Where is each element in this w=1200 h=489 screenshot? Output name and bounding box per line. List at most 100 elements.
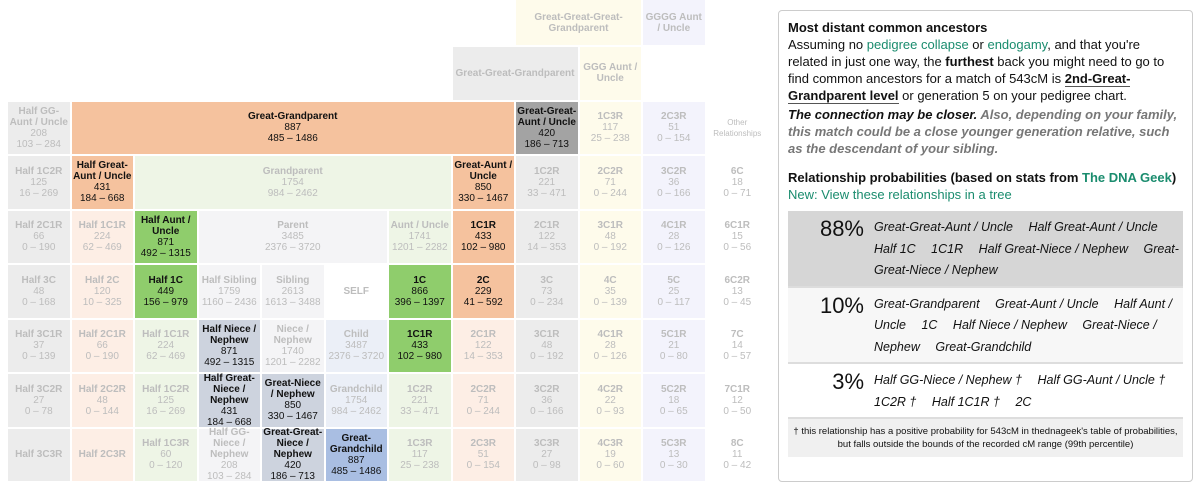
relationship-cell[interactable]: 7C1R 12 0 – 50: [706, 374, 768, 427]
relationship-cell[interactable]: 5C 25 0 – 117: [643, 265, 705, 318]
cell-avg: 850: [284, 400, 302, 412]
cell-name: Great-Great-Grandparent: [455, 67, 575, 79]
probability-relationship: 1C: [921, 318, 938, 332]
relationship-cell[interactable]: 3C1R 48 0 – 192: [516, 319, 578, 372]
cell-name: 1C1R: [470, 220, 497, 232]
relationship-cell[interactable]: 2C1R 122 14 – 353: [452, 319, 514, 372]
relationship-cell[interactable]: 1C1R 433 102 – 980: [389, 319, 451, 372]
relationship-cell[interactable]: 3C2R 36 0 – 166: [516, 374, 578, 427]
relationship-cell[interactable]: 2C2R 71 0 – 244: [579, 156, 641, 209]
relationship-cell[interactable]: 2C3R 51 0 – 154: [452, 428, 514, 481]
relationship-cell[interactable]: 1C3R 117 25 – 238: [579, 101, 641, 154]
relationship-cell[interactable]: Half 1C3R 60 0 – 120: [135, 428, 197, 481]
relationship-cell[interactable]: 4C1R 28 0 – 126: [579, 319, 641, 372]
dna-geek-link[interactable]: The DNA Geek: [1082, 170, 1172, 185]
relationship-cell[interactable]: Half 3C3R: [8, 428, 70, 481]
cell-name: 5C: [667, 274, 681, 286]
relationship-cell[interactable]: Great-Niece / Nephew 850 330 – 1467: [262, 374, 324, 427]
relationship-cell[interactable]: 1C3R 117 25 – 238: [389, 428, 451, 481]
relationship-cell[interactable]: Grandparent 1754 984 – 2462: [135, 156, 451, 209]
relationship-cell[interactable]: Great-Great-Aunt / Uncle 420 186 – 713: [516, 101, 578, 154]
relationship-cell[interactable]: Sibling 2613 1613 – 3488: [262, 265, 324, 318]
cell-range: 0 – 139: [22, 351, 56, 363]
relationship-cell[interactable]: 3C 73 0 – 234: [516, 265, 578, 318]
relationship-cell[interactable]: 3C2R 36 0 – 166: [643, 156, 705, 209]
relationship-cell[interactable]: Niece / Nephew 1740 1201 – 2282: [262, 319, 324, 372]
relationship-cell[interactable]: SELF: [325, 265, 387, 318]
relationship-cell[interactable]: 2C2R 71 0 – 244: [452, 374, 514, 427]
relationship-cell[interactable]: Half Great-Aunt / Uncle 431 184 – 668: [71, 156, 133, 209]
endogamy-link[interactable]: endogamy: [987, 37, 1048, 52]
relationship-cell[interactable]: Half Aunt / Uncle 871 492 – 1315: [135, 210, 197, 263]
relationship-cell[interactable]: Half Great-Niece / Nephew 431 184 – 668: [198, 373, 260, 428]
relationship-cell[interactable]: 6C1R 15 0 – 56: [706, 210, 768, 263]
relationship-cell[interactable]: Half 2C2R 48 0 – 144: [71, 374, 133, 427]
footnote: † this relationship has a positive proba…: [788, 417, 1183, 457]
relationship-cell[interactable]: Half 2C3R: [71, 428, 133, 481]
cell-avg: 37: [33, 340, 45, 352]
relationship-cell[interactable]: Half 2C1R 66 0 – 190: [71, 319, 133, 372]
relationship-cell[interactable]: Half 2C 120 10 – 325: [71, 265, 133, 318]
cell-avg: 871: [220, 345, 238, 357]
relationship-cell[interactable]: 2C 229 41 – 592: [452, 265, 514, 318]
relationship-cell[interactable]: 1C2R 221 33 – 471: [389, 374, 451, 427]
relationship-cell[interactable]: Half Niece / Nephew 871 492 – 1315: [198, 319, 260, 372]
relationship-cell[interactable]: Great-Aunt / Uncle 850 330 – 1467: [452, 156, 514, 209]
relationship-cell[interactable]: Half 1C1R 224 62 – 469: [71, 210, 133, 263]
relationship-cell[interactable]: Great-Great-Grandparent: [452, 47, 578, 100]
relationship-cell[interactable]: 4C 35 0 – 139: [579, 265, 641, 318]
relationship-cell[interactable]: 5C3R 13 0 – 30: [643, 428, 705, 481]
relationship-cell[interactable]: 8C 11 0 – 42: [706, 428, 768, 481]
relationship-cell[interactable]: 1C 866 396 – 1397: [389, 265, 451, 318]
probability-relationship: Great-Grandparent: [874, 296, 980, 311]
relationship-cell[interactable]: Grandchild 1754 984 – 2462: [325, 374, 387, 427]
relationship-cell[interactable]: Great-Grandparent 887 485 – 1486: [71, 101, 514, 154]
relationship-cell[interactable]: Half 3C 48 0 – 168: [8, 265, 70, 318]
cell-avg: 433: [411, 340, 429, 352]
cell-avg: 48: [604, 231, 616, 243]
relationship-cell[interactable]: Half 1C2R 125 16 – 269: [135, 374, 197, 427]
relationship-cell[interactable]: 5C2R 18 0 – 65: [643, 374, 705, 427]
relationship-cell[interactable]: 6C 18 0 – 71: [706, 156, 768, 209]
relationship-cell[interactable]: 2C1R 122 14 – 353: [516, 210, 578, 263]
pedigree-collapse-link[interactable]: pedigree collapse: [866, 37, 969, 52]
relationship-cell[interactable]: 3C1R 48 0 – 192: [579, 210, 641, 263]
relationship-cell[interactable]: 4C1R 28 0 – 126: [643, 210, 705, 263]
relationship-cell[interactable]: 1C2R 221 33 – 471: [516, 156, 578, 209]
relationship-cell[interactable]: 4C3R 19 0 – 60: [579, 428, 641, 481]
relationship-cell[interactable]: Great-Great-Niece / Nephew 420 186 – 713: [262, 427, 324, 482]
relationship-cell[interactable]: Half 1C1R 224 62 – 469: [135, 319, 197, 372]
relationship-cell[interactable]: Half Sibling 1759 1160 – 2436: [198, 265, 260, 318]
view-tree-link[interactable]: New: View these relationships in a tree: [788, 187, 1012, 202]
relationship-cell[interactable]: 1C1R 433 102 – 980: [452, 210, 514, 263]
relationship-cell[interactable]: Parent 3485 2376 – 3720: [198, 210, 387, 263]
cell-name: 2C3R: [660, 111, 687, 123]
relationship-cell[interactable]: Half 3C2R 27 0 – 78: [8, 374, 70, 427]
relationship-cell[interactable]: Half 2C1R 66 0 – 190: [8, 210, 70, 263]
cell-avg: 73: [541, 285, 553, 297]
relationship-cell[interactable]: Half 1C 449 156 – 979: [135, 265, 197, 318]
relationship-cell[interactable]: GGG Aunt / Uncle: [579, 47, 641, 100]
relationship-cell[interactable]: 6C2R 13 0 – 45: [706, 265, 768, 318]
relationship-cell[interactable]: Aunt / Uncle 1741 1201 – 2282: [389, 210, 451, 263]
relationship-cell[interactable]: 2C3R 51 0 – 154: [643, 101, 705, 154]
relationship-cell[interactable]: Other Relationships: [706, 101, 768, 154]
relationship-cell[interactable]: Half GG-Aunt / Uncle 208 103 – 284: [8, 101, 70, 154]
relationship-cell[interactable]: 4C2R 22 0 – 93: [579, 374, 641, 427]
cell-avg: 871: [157, 236, 175, 248]
relationship-cell[interactable]: Half GG-Niece / Nephew 208 103 – 284: [198, 427, 260, 483]
relationship-cell[interactable]: Child 3487 2376 – 3720: [325, 319, 387, 372]
relationship-cell[interactable]: Great-Grandchild 887 485 – 1486: [325, 428, 387, 481]
relationship-cell[interactable]: 5C1R 21 0 – 80: [643, 319, 705, 372]
relationship-cell[interactable]: Half 1C2R 125 16 – 269: [8, 156, 70, 209]
cell-avg: 36: [668, 176, 680, 188]
cell-avg: 431: [220, 405, 238, 417]
relationship-cell[interactable]: 3C3R 27 0 – 98: [516, 428, 578, 481]
cell-range: 103 – 284: [207, 471, 252, 483]
relationship-cell[interactable]: Great-Great-Great-Grandparent: [516, 0, 641, 45]
relationship-cell[interactable]: GGGG Aunt / Uncle: [643, 0, 705, 45]
relationship-cell[interactable]: 7C 14 0 – 57: [706, 319, 768, 372]
cell-range: 0 – 120: [149, 460, 183, 472]
cell-avg: 125: [30, 176, 48, 188]
relationship-cell[interactable]: Half 3C1R 37 0 – 139: [8, 319, 70, 372]
